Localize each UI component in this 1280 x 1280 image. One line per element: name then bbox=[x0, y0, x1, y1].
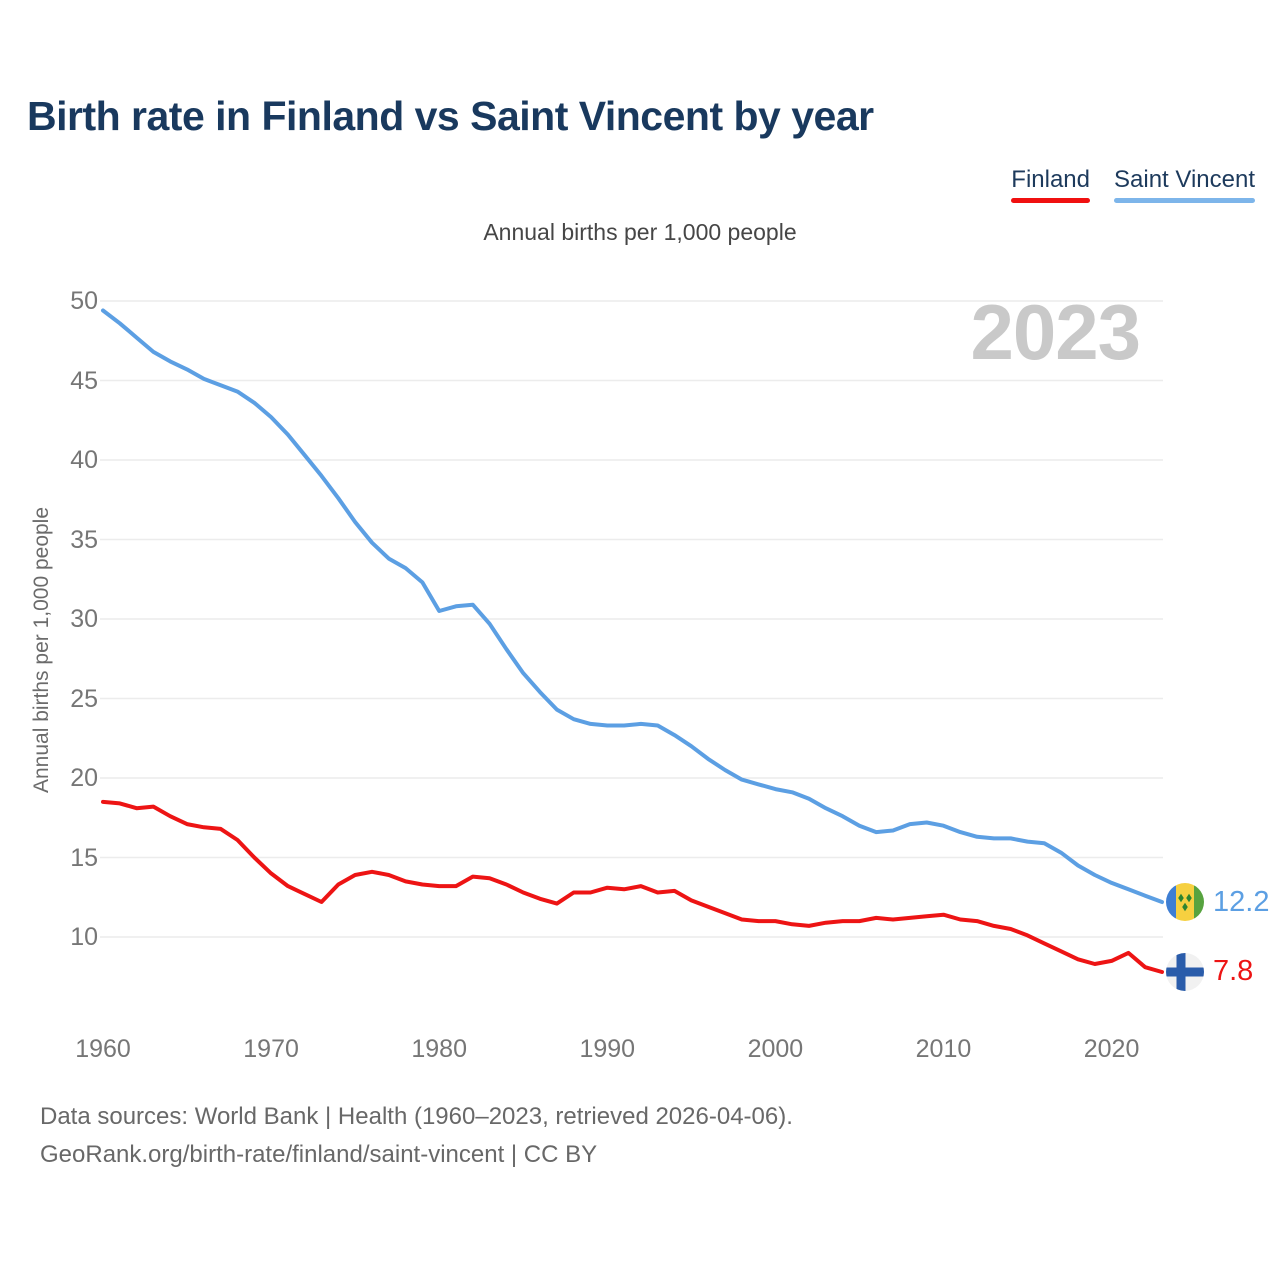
x-tick-label: 2000 bbox=[747, 1035, 804, 1063]
y-tick-label: 50 bbox=[70, 287, 98, 315]
y-tick-label: 15 bbox=[70, 843, 98, 872]
data-sources-text: Data sources: World Bank | Health (1960–… bbox=[40, 1103, 793, 1130]
page-title: Birth rate in Finland vs Saint Vincent b… bbox=[27, 93, 874, 139]
watermark-year: 2023 bbox=[970, 288, 1141, 376]
saint-vincent-end-value: 12.2 bbox=[1213, 885, 1270, 918]
y-tick-label: 30 bbox=[70, 605, 98, 633]
chart-subtitle: Annual births per 1,000 people bbox=[483, 219, 797, 245]
saint-vincent-flag-icon bbox=[1166, 883, 1204, 922]
legend-color-bar-saint-vincent bbox=[1114, 198, 1255, 203]
finland-flag-icon bbox=[1166, 952, 1204, 991]
saint-vincent-end-label: 12.2 bbox=[1166, 883, 1270, 922]
legend-color-bar-finland bbox=[1011, 198, 1090, 203]
series-line-saint-vincent bbox=[101, 308, 1164, 904]
y-tick-label: 40 bbox=[70, 446, 98, 474]
legend-label-saint-vincent: Saint Vincent bbox=[1114, 166, 1255, 193]
attribution-text: GeoRank.org/birth-rate/finland/saint-vin… bbox=[40, 1141, 598, 1168]
x-tick-label: 2020 bbox=[1083, 1035, 1140, 1063]
y-tick-label: 20 bbox=[70, 764, 98, 792]
x-tick-label: 1980 bbox=[411, 1035, 467, 1063]
finland-end-label: 7.8 bbox=[1166, 952, 1254, 991]
legend-label-finland: Finland bbox=[1011, 166, 1090, 193]
y-tick-label: 45 bbox=[70, 366, 98, 395]
y-tick-label: 25 bbox=[70, 684, 98, 713]
x-tick-label: 1970 bbox=[243, 1035, 299, 1063]
y-tick-label: 35 bbox=[70, 525, 98, 554]
legend-item-finland[interactable]: Finland bbox=[1011, 166, 1090, 203]
legend-item-saint-vincent[interactable]: Saint Vincent bbox=[1114, 166, 1255, 203]
x-tick-label: 2010 bbox=[915, 1035, 972, 1063]
legend: Finland Saint Vincent bbox=[1011, 166, 1255, 203]
y-tick-label: 10 bbox=[70, 923, 98, 951]
finland-end-value: 7.8 bbox=[1213, 955, 1254, 988]
x-tick-label: 1990 bbox=[579, 1035, 636, 1063]
series-line-finland bbox=[101, 799, 1164, 974]
x-tick-label: 1960 bbox=[75, 1035, 131, 1063]
